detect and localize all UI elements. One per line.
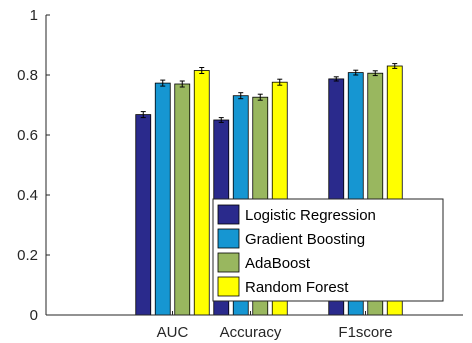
x-tick-label: Accuracy <box>220 324 282 341</box>
axes <box>45 14 463 316</box>
bar-adaboost-auc <box>174 83 191 316</box>
y-tick-label: 0.2 <box>17 247 38 264</box>
y-tick-label: 0.4 <box>17 187 38 204</box>
legend-box <box>212 198 444 302</box>
x-tick-label: AUC <box>157 324 189 341</box>
tick-labels: 0 0.2 0.4 0.6 0.8 1 AUC Accuracy F1score <box>17 7 392 341</box>
legend-swatch-gradient-boosting <box>217 228 240 249</box>
bar-logistic-regression-auc <box>135 114 152 316</box>
y-tick-label: 0.6 <box>17 127 38 144</box>
bar-gradient-boosting-auc <box>154 82 171 316</box>
y-tick-label: 0.8 <box>17 67 38 84</box>
legend-label: Logistic Regression <box>245 207 376 224</box>
legend-swatch-logistic-regression <box>217 204 240 225</box>
legend-swatch-adaboost <box>217 252 240 273</box>
error-bars-layer <box>140 63 398 123</box>
legend-label: Gradient Boosting <box>245 231 365 248</box>
x-tick-label: F1score <box>338 324 392 341</box>
legend-label: AdaBoost <box>245 255 311 272</box>
legend-swatch-random-forest <box>217 276 240 297</box>
legend-label: Random Forest <box>245 279 349 296</box>
legend: Logistic Regression Gradient Boosting AdaB… <box>212 198 444 302</box>
y-tick-label: 1 <box>30 7 38 24</box>
y-tick-label: 0 <box>30 307 38 324</box>
bar-random-forest-auc <box>193 70 210 316</box>
